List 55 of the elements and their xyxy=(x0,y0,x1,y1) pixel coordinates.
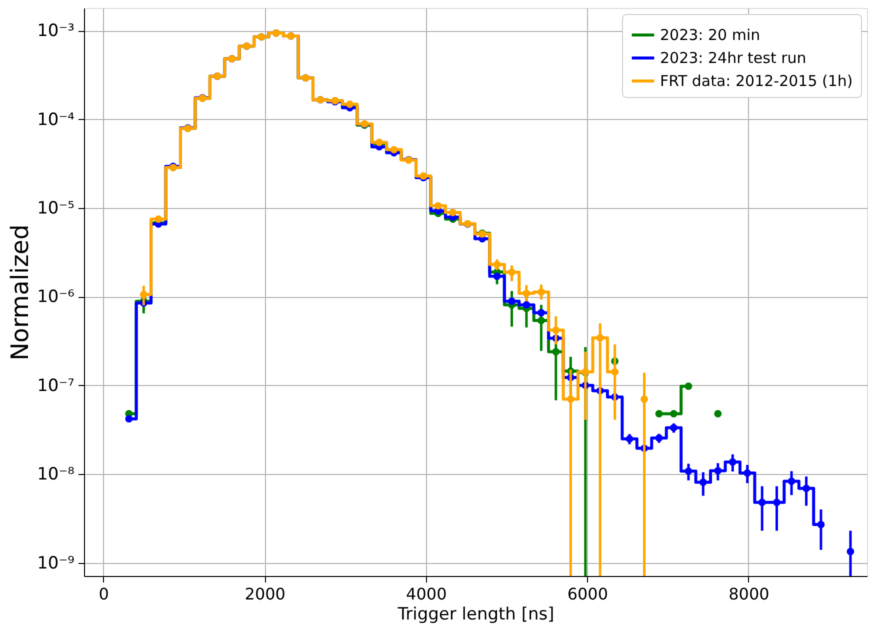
point xyxy=(714,467,722,474)
point xyxy=(508,298,516,305)
point xyxy=(699,478,707,486)
point xyxy=(744,469,752,477)
point xyxy=(670,410,678,418)
x-tick-label: 4000 xyxy=(406,584,447,604)
point xyxy=(449,208,457,216)
point xyxy=(846,548,854,556)
point xyxy=(611,368,619,376)
y-axis-title: Normalized xyxy=(6,224,34,361)
point xyxy=(522,290,530,298)
point xyxy=(566,395,574,403)
point xyxy=(508,268,516,276)
point xyxy=(493,260,501,268)
point xyxy=(596,334,604,342)
point xyxy=(714,410,722,418)
point xyxy=(125,415,133,423)
point xyxy=(522,301,530,309)
point xyxy=(552,348,560,356)
legend-label: 2023: 20 min xyxy=(660,26,760,44)
legend-label: FRT data: 2012-2015 (1h) xyxy=(660,72,853,90)
point xyxy=(684,382,692,390)
y-tick-label: 10⁻⁴ xyxy=(37,110,75,130)
point xyxy=(538,288,545,296)
y-tick-label: 10⁻⁸ xyxy=(37,464,75,485)
y-tick-label: 10⁻³ xyxy=(37,21,74,42)
y-tick-label: 10⁻⁷ xyxy=(37,376,75,396)
point xyxy=(655,410,663,418)
point xyxy=(538,316,545,324)
point xyxy=(817,520,825,528)
x-axis-title: Trigger length [ns] xyxy=(396,604,554,624)
point xyxy=(154,215,162,223)
legend-label: 2023: 24hr test run xyxy=(660,49,806,67)
x-tick-label: 2000 xyxy=(244,584,286,604)
y-tick-label: 10⁻⁵ xyxy=(37,198,74,219)
point xyxy=(728,458,736,466)
point xyxy=(434,202,442,210)
x-tick-label: 8000 xyxy=(728,584,770,604)
x-tick-label: 6000 xyxy=(567,584,608,604)
point xyxy=(493,272,501,280)
y-tick-label: 10⁻⁹ xyxy=(37,553,75,574)
point xyxy=(640,395,648,403)
point xyxy=(626,435,634,443)
point xyxy=(788,478,796,485)
point xyxy=(140,290,148,298)
point xyxy=(758,498,766,506)
point xyxy=(670,424,678,432)
point xyxy=(538,309,545,316)
point xyxy=(552,326,560,334)
point xyxy=(802,484,810,492)
point xyxy=(773,498,780,506)
point xyxy=(684,467,692,475)
point xyxy=(655,434,663,442)
x-tick-label: 0 xyxy=(98,584,109,604)
y-tick-label: 10⁻⁶ xyxy=(37,287,75,308)
